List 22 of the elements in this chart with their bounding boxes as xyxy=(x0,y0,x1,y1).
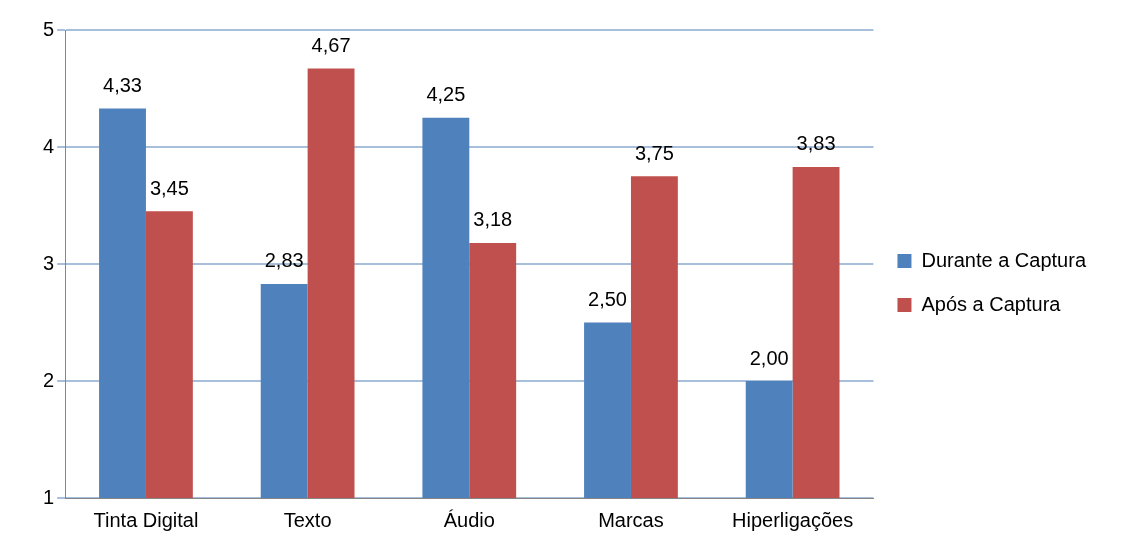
data-label: 4,67 xyxy=(311,34,351,57)
legend-label: Durante a Captura xyxy=(921,248,1087,271)
y-tick-label: 1 xyxy=(43,485,55,508)
x-tick-label: Marcas xyxy=(598,508,664,531)
y-tick-label: 3 xyxy=(43,251,55,274)
data-label: 2,83 xyxy=(264,249,304,272)
data-label: 4,33 xyxy=(103,73,142,96)
x-tick-label: Texto xyxy=(283,508,332,531)
data-label: 2,00 xyxy=(749,346,789,369)
y-tick-label: 5 xyxy=(43,17,55,40)
data-label: 3,75 xyxy=(634,141,674,164)
data-label: 3,83 xyxy=(796,132,836,155)
y-tick-label: 4 xyxy=(43,134,55,157)
y-tick-label: 2 xyxy=(43,368,55,391)
data-label: 4,25 xyxy=(426,83,466,106)
data-label: 3,45 xyxy=(149,176,189,199)
data-label: 3,18 xyxy=(473,208,513,231)
x-tick-label: Áudio xyxy=(443,508,495,531)
legend-label: Após a Captura xyxy=(921,292,1062,315)
x-tick-label: Hiperligações xyxy=(732,508,854,531)
x-tick-label: Tinta Digital xyxy=(93,508,199,531)
data-label: 2,50 xyxy=(588,288,627,311)
